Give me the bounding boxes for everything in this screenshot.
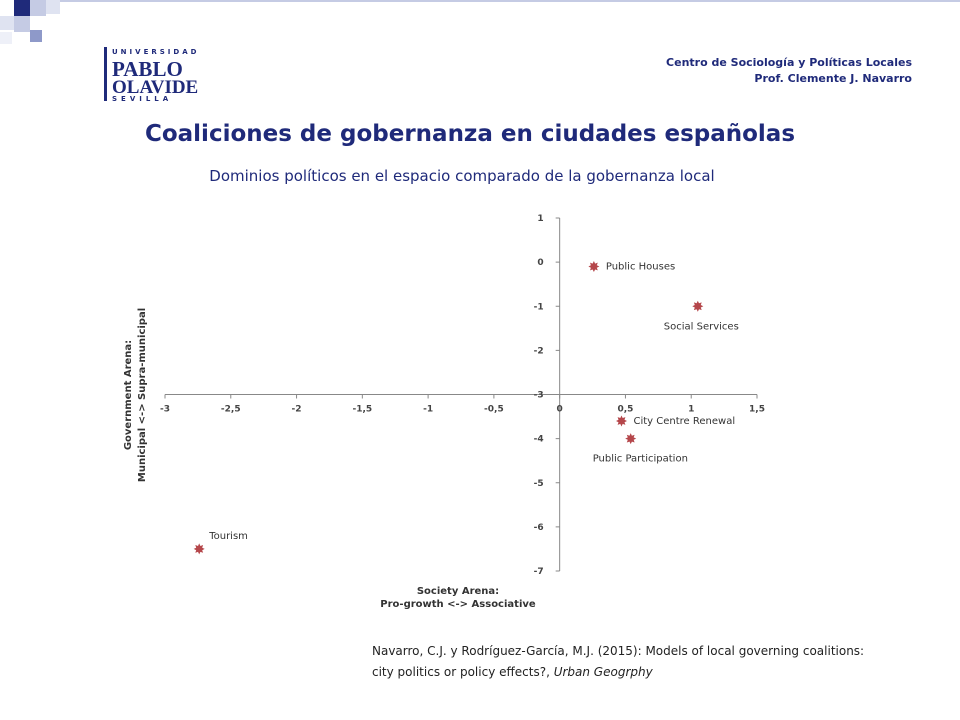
x-tick-label: 0 xyxy=(557,405,563,415)
y-tick-label: -7 xyxy=(534,567,544,577)
citation: Navarro, C.J. y Rodríguez-García, M.J. (… xyxy=(372,644,864,679)
x-tick-label: 1 xyxy=(688,405,694,415)
y-axis-title: Municipal <-> Supra-municipal xyxy=(137,308,148,482)
point xyxy=(625,433,637,445)
x-tick-label: -1 xyxy=(423,405,433,415)
deco xyxy=(14,0,30,16)
point xyxy=(588,261,600,272)
point xyxy=(193,543,205,555)
y-tick-label: 1 xyxy=(537,214,543,224)
point-label: City Centre Renewal xyxy=(633,416,735,427)
x-tick-label: -2 xyxy=(292,405,302,415)
logo-text: UNIVERSIDAD xyxy=(112,48,199,56)
x-tick-label: -3 xyxy=(160,405,170,415)
x-tick-label: 1,5 xyxy=(749,405,765,415)
x-tick-label: 0,5 xyxy=(617,405,633,415)
point-label: Public Participation xyxy=(593,454,688,465)
x-tick-label: -2,5 xyxy=(221,405,241,415)
deco xyxy=(30,30,42,42)
point xyxy=(692,300,704,312)
y-tick-label: 0 xyxy=(537,258,543,268)
deco xyxy=(46,0,60,14)
point-label: Tourism xyxy=(208,531,248,542)
x-axis-title: Pro-growth <-> Associative xyxy=(380,599,536,610)
logo-bar xyxy=(104,47,107,101)
y-tick-label: -1 xyxy=(534,302,544,312)
x-axis-title: Society Arena: xyxy=(417,586,499,597)
deco xyxy=(30,0,46,16)
header-text: Centro de Sociología y Políticas Locales xyxy=(666,56,912,69)
subtitle: Dominios políticos en el espacio compara… xyxy=(209,167,714,185)
logo-text: PABLO xyxy=(112,57,183,81)
y-tick-label: -4 xyxy=(534,435,544,445)
point xyxy=(616,415,627,427)
deco xyxy=(14,16,30,32)
y-tick-label: -6 xyxy=(534,523,544,533)
y-tick-label: -3 xyxy=(534,391,544,401)
title: Coaliciones de gobernanza en ciudades es… xyxy=(145,121,795,147)
y-tick-label: -5 xyxy=(534,479,544,489)
y-tick-label: -2 xyxy=(534,346,544,356)
point-label: Public Houses xyxy=(606,262,675,273)
citation-journal: Urban Geogrphy xyxy=(554,665,654,679)
x-tick-label: -0,5 xyxy=(484,405,504,415)
deco xyxy=(0,32,12,44)
deco xyxy=(60,0,960,2)
header-text: Prof. Clemente J. Navarro xyxy=(754,72,912,85)
x-tick-label: -1,5 xyxy=(352,405,372,415)
deco xyxy=(0,16,14,30)
logo-text: OLAVIDE xyxy=(112,77,198,98)
point-label: Social Services xyxy=(664,321,739,332)
logo-text: SEVILLA xyxy=(112,95,172,103)
y-axis-title: Government Arena: xyxy=(123,340,134,450)
